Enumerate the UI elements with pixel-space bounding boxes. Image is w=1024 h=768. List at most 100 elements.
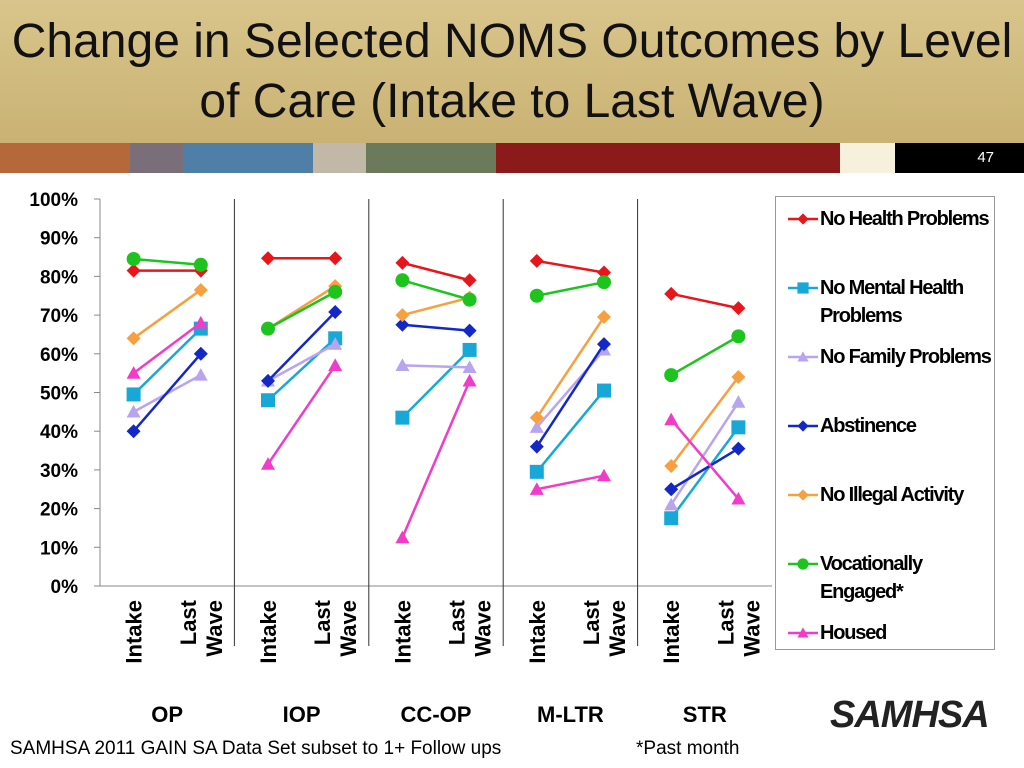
point	[529, 253, 544, 268]
point	[261, 393, 275, 408]
title-banner	[0, 0, 1024, 143]
legend-item: No Health Problems	[788, 205, 993, 233]
point	[664, 459, 679, 474]
color-stripe: 47	[0, 143, 1024, 173]
point	[126, 263, 141, 278]
point	[731, 301, 746, 316]
group-label: CC-OP	[401, 702, 472, 727]
point	[664, 412, 679, 426]
series-line	[132, 352, 202, 433]
legend-swatch	[788, 213, 818, 225]
legend: No Health Problems No Mental Health Probl…	[775, 196, 995, 650]
point	[328, 284, 343, 299]
legend-item: No Family Problems	[788, 343, 993, 371]
legend-marker	[797, 558, 809, 570]
point	[664, 511, 679, 526]
point	[395, 530, 410, 544]
series-line	[402, 323, 470, 332]
series-line	[536, 280, 605, 297]
series-line	[132, 288, 202, 340]
x-tick-label: LastWave	[445, 599, 496, 656]
point	[193, 257, 208, 272]
y-tick-label: 10%	[40, 538, 78, 559]
point	[529, 420, 544, 433]
point	[193, 346, 208, 361]
point	[193, 282, 208, 297]
point	[731, 329, 746, 344]
series-line	[267, 337, 337, 402]
series-line	[402, 296, 470, 317]
point	[395, 255, 410, 270]
x-tick-label: LastWave	[310, 599, 361, 656]
point	[664, 368, 679, 383]
series-line	[536, 259, 605, 274]
legend-marker	[797, 627, 809, 638]
legend-marker	[797, 213, 809, 225]
legend-marker	[797, 420, 809, 432]
y-tick-label: 50%	[40, 384, 78, 405]
series-line	[536, 474, 605, 491]
point	[664, 482, 679, 497]
point	[597, 383, 611, 398]
series-line	[401, 349, 471, 419]
point	[529, 482, 544, 495]
point	[462, 292, 477, 307]
legend-swatch	[788, 627, 818, 638]
series-line	[535, 389, 605, 473]
legend-item: Housed	[788, 619, 993, 647]
legend-label: Vocationally Engaged*	[820, 553, 923, 603]
point	[597, 275, 611, 290]
series-line	[402, 261, 470, 282]
x-tick-label: Intake	[525, 600, 550, 664]
y-tick-label: 70%	[40, 306, 78, 327]
series-line	[670, 335, 740, 377]
y-tick-label: 90%	[40, 229, 78, 250]
point	[395, 358, 410, 372]
footnote: SAMHSA 2011 GAIN SA Data Set subset to 1…	[10, 738, 502, 759]
logo: SAMHSA	[830, 694, 990, 736]
legend-swatch	[788, 489, 818, 501]
y-tick-label: 0%	[51, 577, 79, 598]
series-line	[132, 327, 202, 396]
x-tick-label: LastWave	[176, 599, 227, 656]
point	[529, 439, 544, 454]
slide-number: 47	[895, 143, 1024, 173]
point	[126, 424, 141, 439]
series-line	[670, 376, 740, 467]
series-line	[402, 364, 470, 369]
legend-item: No Illegal Activity	[788, 481, 993, 509]
point	[395, 317, 410, 332]
point	[261, 457, 275, 470]
point	[126, 366, 141, 379]
point	[462, 323, 477, 338]
legend-label: Abstinence	[820, 415, 917, 437]
legend-swatch	[788, 558, 818, 570]
x-tick-label: Intake	[256, 600, 281, 664]
slide-title: Change in Selected NOMS Outcomes by Leve…	[11, 15, 1013, 128]
point	[529, 288, 544, 303]
series-line	[401, 380, 471, 539]
legend-item: Abstinence	[788, 412, 993, 440]
point	[529, 464, 544, 479]
legend-label: No Mental Health Problems	[820, 277, 964, 327]
x-tick-label: Intake	[390, 600, 415, 664]
point	[395, 273, 410, 288]
legend-marker	[797, 282, 809, 294]
note: *Past month	[636, 738, 740, 759]
legend-swatch	[788, 420, 818, 432]
series-line	[133, 257, 201, 267]
point	[328, 305, 343, 320]
point	[597, 265, 611, 280]
point	[731, 395, 746, 408]
legend-label: Housed	[820, 622, 887, 644]
series-line	[266, 364, 337, 465]
series-line	[402, 279, 470, 301]
point	[731, 370, 746, 385]
point	[462, 373, 477, 387]
x-tick-label: LastWave	[713, 599, 764, 656]
x-tick-label: Intake	[659, 600, 684, 664]
point	[462, 342, 477, 357]
legend-label: No Family Problems	[820, 346, 992, 368]
